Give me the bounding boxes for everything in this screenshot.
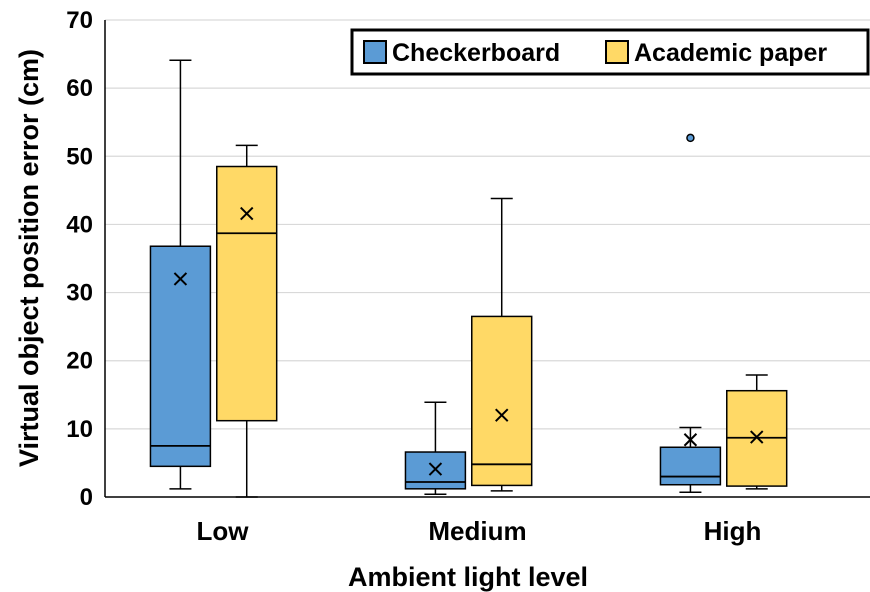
- legend: Checkerboard Academic paper: [350, 28, 870, 76]
- iqr-box: [471, 315, 533, 487]
- y-tick-label: 70: [66, 7, 93, 34]
- y-tick-label: 0: [80, 484, 93, 511]
- x-category-label: Low: [197, 516, 250, 546]
- box-academic-paper-high: [726, 374, 788, 490]
- x-axis-title: Ambient light level: [348, 562, 588, 592]
- iqr-box: [216, 165, 278, 422]
- legend-label-academic-paper: Academic paper: [634, 39, 827, 67]
- y-axis-ticks: 0 10 20 30 40 50 60 70: [66, 7, 93, 511]
- iqr-box: [659, 446, 722, 486]
- y-tick-label: 40: [66, 211, 93, 238]
- iqr-box: [149, 245, 212, 468]
- y-tick-label: 20: [66, 348, 93, 375]
- x-category-label: High: [704, 516, 762, 546]
- legend-swatch-checkerboard: [363, 40, 387, 64]
- y-tick-label: 10: [66, 416, 93, 443]
- box-plots: [149, 59, 788, 498]
- mean-marker: [495, 408, 509, 422]
- y-axis-title: Virtual object position error (cm): [14, 49, 44, 467]
- y-tick-label: 60: [66, 75, 93, 102]
- mean-marker: [240, 206, 254, 221]
- y-tick-label: 50: [66, 143, 93, 170]
- legend-label-checkerboard: Checkerboard: [392, 39, 560, 67]
- mean-marker: [683, 433, 698, 447]
- box-checkerboard-medium: [404, 401, 467, 496]
- outlier-point: [686, 133, 695, 143]
- box-academic-paper-low: [216, 144, 278, 498]
- x-category-label: Medium: [428, 516, 526, 546]
- legend-swatch-academic-paper: [605, 40, 629, 64]
- mean-marker: [173, 272, 188, 286]
- box-checkerboard-low: [149, 59, 212, 490]
- box-checkerboard-high: [659, 133, 722, 493]
- box-academic-paper-medium: [471, 197, 533, 492]
- x-axis-categories: Low Medium High: [197, 516, 762, 546]
- y-tick-label: 30: [66, 280, 93, 307]
- mean-marker: [428, 462, 443, 476]
- mean-marker: [750, 430, 764, 444]
